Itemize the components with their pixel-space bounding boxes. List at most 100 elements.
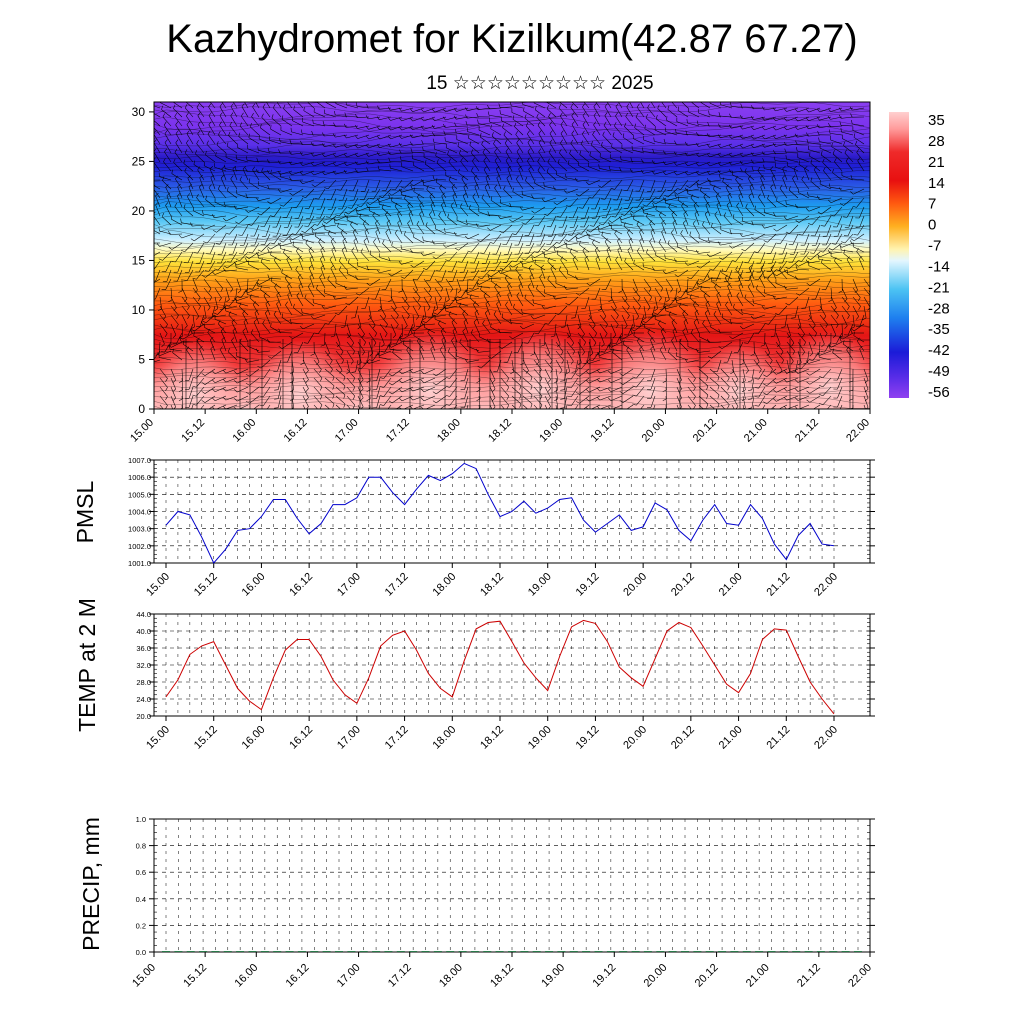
wind-barb-flag bbox=[300, 362, 305, 365]
wind-barb-flag bbox=[716, 193, 720, 197]
wind-barb bbox=[379, 152, 392, 156]
wind-barb bbox=[615, 115, 623, 127]
wind-barb-flag bbox=[241, 103, 245, 107]
wind-barb-flag bbox=[156, 243, 160, 247]
wind-barb bbox=[809, 156, 821, 163]
wind-barb bbox=[484, 260, 491, 273]
wind-barb-flag bbox=[483, 157, 487, 161]
wind-barb-flag bbox=[165, 324, 168, 328]
wind-barb-flag bbox=[432, 138, 435, 143]
wind-barb bbox=[799, 287, 810, 296]
wind-barb bbox=[699, 102, 711, 109]
wind-barb bbox=[292, 188, 304, 196]
wind-barb bbox=[724, 278, 733, 289]
wind-barb-flag bbox=[592, 325, 596, 329]
wind-barb-flag bbox=[718, 112, 721, 117]
wind-barb bbox=[226, 145, 238, 154]
wind-barb bbox=[196, 341, 205, 352]
wind-barb-flag bbox=[639, 228, 643, 233]
wind-barb-flag bbox=[598, 353, 600, 358]
wind-barb-flag bbox=[274, 398, 279, 400]
wind-barb-flag bbox=[744, 261, 749, 263]
wind-barb bbox=[794, 305, 799, 318]
wind-barb-flag bbox=[519, 376, 522, 381]
wind-barb-flag bbox=[311, 229, 314, 233]
wind-barb bbox=[383, 386, 392, 397]
wind-barb bbox=[474, 260, 480, 273]
wind-barb-flag bbox=[365, 360, 369, 364]
wind-barb-flag bbox=[350, 360, 354, 365]
wind-barb bbox=[379, 143, 392, 148]
wind-barb-flag bbox=[396, 324, 399, 329]
wind-barb bbox=[819, 350, 832, 356]
wind-barb-flag bbox=[435, 178, 438, 183]
wind-barb-flag bbox=[625, 112, 629, 117]
wind-barb-flag bbox=[850, 326, 855, 330]
wind-barb bbox=[863, 377, 869, 390]
wind-barb-flag bbox=[816, 108, 820, 113]
wind-barb-flag bbox=[289, 318, 292, 323]
wind-barb bbox=[527, 286, 535, 298]
wind-barb-flag bbox=[534, 179, 536, 184]
section-x-tick-label: 19.00 bbox=[537, 417, 565, 445]
wind-barb bbox=[751, 386, 755, 399]
wind-barb bbox=[214, 166, 227, 172]
y-tick-label: 1001.0 bbox=[128, 559, 151, 568]
wind-barb bbox=[277, 377, 282, 390]
wind-barb-flag bbox=[422, 320, 427, 324]
wind-barb-flag bbox=[750, 353, 755, 356]
wind-barb-flag bbox=[270, 125, 272, 130]
wind-barb bbox=[863, 305, 867, 318]
wind-barb-flag bbox=[784, 148, 787, 153]
wind-barb bbox=[501, 120, 513, 127]
wind-barb bbox=[170, 305, 179, 316]
wind-barb-flag bbox=[588, 196, 593, 199]
wind-barb-flag bbox=[162, 176, 165, 181]
wind-barb-flag bbox=[584, 255, 588, 260]
wind-barb-flag bbox=[758, 193, 761, 198]
wind-barb-flag bbox=[496, 165, 500, 170]
wind-barb bbox=[262, 386, 271, 398]
wind-barb bbox=[196, 395, 205, 406]
wind-barb bbox=[348, 206, 359, 215]
wind-barb bbox=[748, 196, 755, 208]
wind-barb bbox=[829, 125, 843, 127]
wind-barb bbox=[775, 359, 783, 371]
wind-barb-flag bbox=[442, 123, 446, 128]
wind-barb bbox=[577, 341, 585, 353]
wind-barb-flag bbox=[389, 164, 391, 169]
wind-barb bbox=[171, 341, 183, 348]
wind-barb-flag bbox=[487, 227, 491, 231]
wind-barb bbox=[694, 213, 700, 226]
wind-barb-flag bbox=[624, 325, 628, 329]
wind-barb-flag bbox=[477, 239, 481, 242]
x-tick-label: 20.00 bbox=[621, 724, 649, 752]
wind-barb bbox=[859, 215, 865, 228]
wind-barb-flag bbox=[630, 210, 634, 214]
wind-barb-flag bbox=[840, 245, 842, 251]
wind-barb-flag bbox=[622, 340, 625, 345]
wind-barb-flag bbox=[627, 95, 630, 98]
wind-barb bbox=[665, 278, 673, 290]
wind-barb bbox=[412, 296, 421, 307]
wind-barb-flag bbox=[208, 288, 212, 293]
wind-barb bbox=[413, 260, 425, 268]
wind-barb bbox=[843, 253, 854, 262]
wind-barb-flag bbox=[447, 347, 450, 352]
wind-barb-flag bbox=[487, 104, 490, 109]
wind-barb bbox=[367, 269, 381, 271]
wind-barb-flag bbox=[744, 294, 747, 299]
wind-barb-flag bbox=[202, 320, 207, 324]
wind-barb bbox=[606, 249, 612, 262]
wind-barb bbox=[423, 386, 436, 393]
wind-barb bbox=[522, 350, 525, 364]
wind-barb bbox=[483, 242, 491, 254]
wind-barb bbox=[473, 321, 480, 334]
wind-barb-flag bbox=[306, 406, 309, 409]
wind-barb bbox=[250, 126, 260, 136]
contour-line bbox=[154, 297, 870, 305]
wind-barb bbox=[199, 251, 205, 264]
wind-barb-flag bbox=[593, 121, 597, 126]
wind-barb bbox=[581, 224, 590, 235]
wind-barb bbox=[819, 332, 825, 345]
